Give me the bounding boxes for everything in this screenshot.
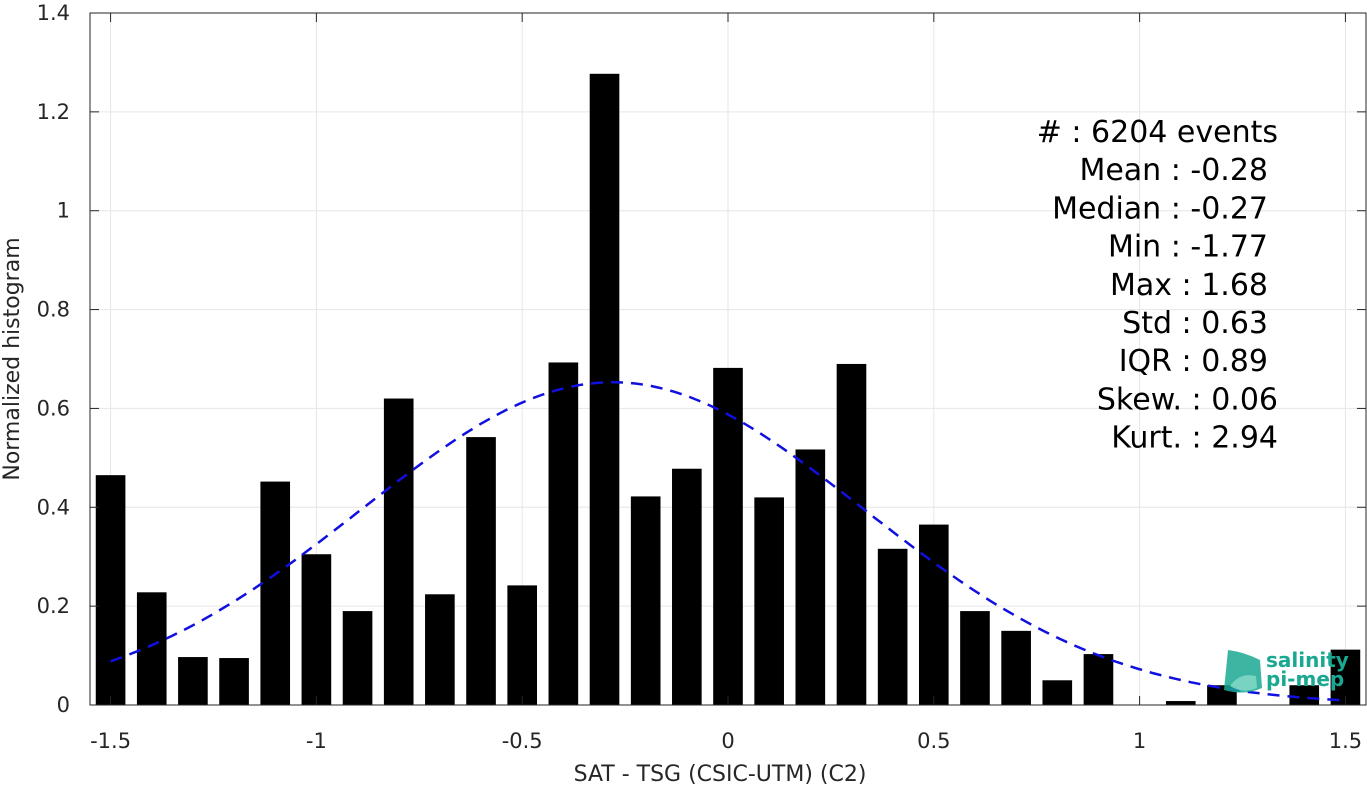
histogram-bar (548, 362, 579, 705)
histogram-bar (836, 363, 867, 705)
y-tick-label: 1.4 (37, 1, 70, 25)
salinity-pimep-logo: salinity pi-mep (1224, 648, 1349, 693)
x-tick-label: -0.5 (502, 729, 543, 753)
stats-line: # : 6204 events (1037, 115, 1278, 150)
histogram-bar (219, 658, 249, 705)
x-tick-label: -1 (306, 729, 327, 753)
logo-text-line2: pi-mep (1266, 667, 1344, 691)
y-tick-label: 1.2 (37, 100, 70, 124)
y-tick-label: 0.8 (37, 298, 70, 322)
y-tick-label: 0.4 (37, 495, 70, 519)
x-tick-label: 1 (1133, 729, 1146, 753)
stats-line: IQR : 0.89 (1119, 344, 1268, 379)
stats-line: Min : -1.77 (1108, 230, 1268, 265)
x-axis-label: SAT - TSG (CSIC-UTM) (C2) (574, 762, 867, 785)
histogram-bar (960, 611, 990, 705)
histogram-bar (713, 367, 743, 705)
stats-line: Skew. : 0.06 (1097, 382, 1278, 417)
y-tick-label: 0.6 (37, 396, 70, 420)
x-tick-label: 0 (721, 729, 734, 753)
y-tick-label: 1 (57, 199, 70, 223)
histogram-bar (630, 496, 661, 705)
stats-line: Mean : -0.28 (1079, 153, 1268, 188)
logo-wave-icon-inner (1230, 675, 1257, 691)
x-tick-label: -1.5 (90, 729, 131, 753)
histogram-bar (877, 548, 908, 705)
histogram-bar (1042, 680, 1073, 705)
histogram-bar (301, 554, 332, 705)
histogram-bar (136, 592, 167, 705)
histogram-bar (754, 497, 784, 705)
y-tick-label: 0 (57, 693, 70, 717)
histogram-bar (425, 594, 455, 705)
x-tick-label: 0.5 (917, 729, 950, 753)
histogram-bar (1330, 649, 1361, 705)
x-tick-label: 1.5 (1329, 729, 1362, 753)
histogram-bar (260, 481, 291, 705)
histogram-bar (672, 468, 702, 705)
axis-ticks (90, 12, 1366, 706)
histogram-bar (466, 437, 496, 705)
histogram-bar (1289, 685, 1320, 705)
stats-line: Kurt. : 2.94 (1111, 421, 1278, 456)
histogram-bar (1083, 654, 1114, 705)
y-tick-labels: 0 0.2 0.4 0.6 0.8 1 1.2 1.4 (37, 1, 70, 717)
logo-text-line1: salinity (1266, 648, 1349, 672)
histogram-bar (795, 449, 826, 705)
histogram-bars (95, 73, 1361, 706)
histogram-bar (918, 524, 949, 705)
histogram-bar (589, 73, 620, 706)
stats-line: Std : 0.63 (1122, 306, 1268, 341)
y-axis-label: Normalized histogram (0, 237, 25, 480)
histogram-bar (95, 475, 126, 705)
histogram-bar (342, 611, 373, 705)
y-tick-label: 0.2 (37, 594, 70, 618)
histogram-bar (178, 657, 208, 705)
histogram-bar (383, 398, 414, 705)
histogram-bar (1001, 630, 1031, 705)
stats-line: Median : -0.27 (1052, 191, 1268, 226)
stats-line: Max : 1.68 (1110, 268, 1268, 303)
gaussian-fit-curve (110, 380, 1346, 702)
x-tick-labels: -1.5 -1 -0.5 0 0.5 1 1.5 (90, 729, 1362, 753)
histogram-bar (1165, 701, 1196, 705)
histogram-bar (507, 585, 538, 705)
